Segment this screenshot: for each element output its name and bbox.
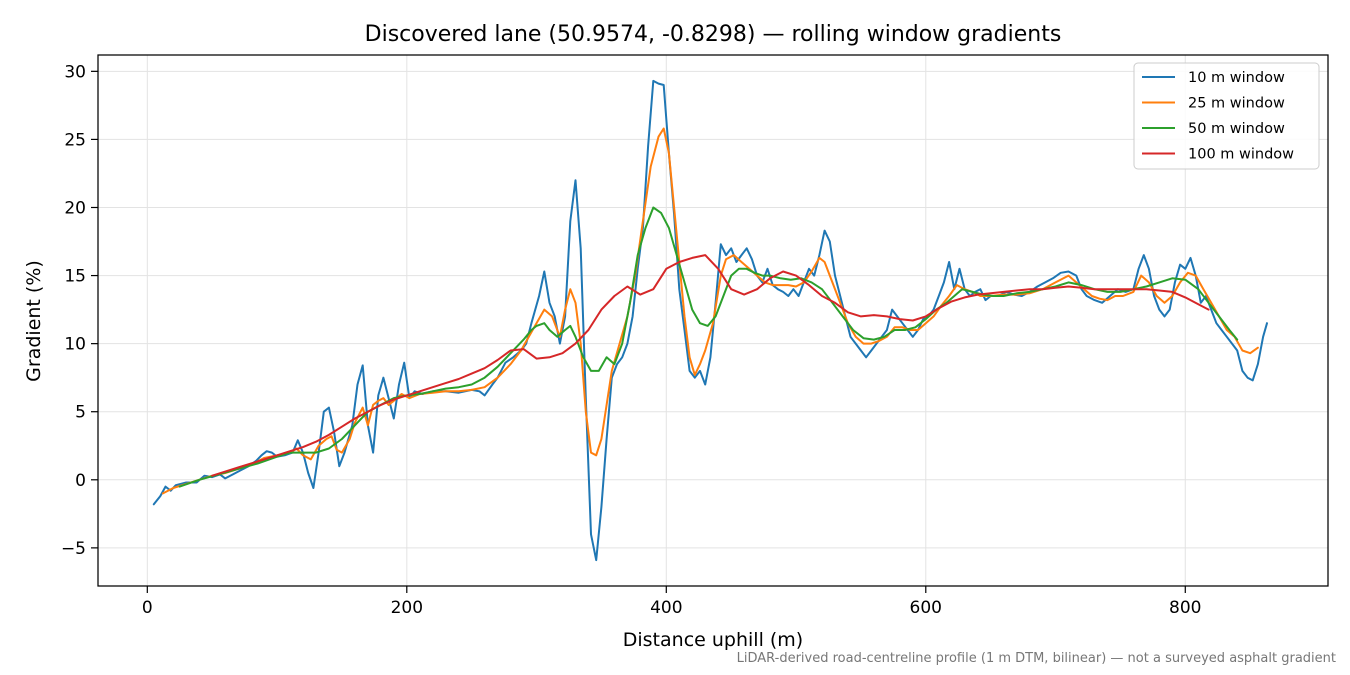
legend-label-25-m-window: 25 m window <box>1188 96 1285 112</box>
x-tick-label: 200 <box>391 598 423 618</box>
y-tick-label: 15 <box>64 267 86 287</box>
y-tick-label: 20 <box>64 198 86 218</box>
y-tick-label: 30 <box>64 62 86 82</box>
legend: 10 m window 25 m window 50 m window 100 m w… <box>1133 62 1320 170</box>
series-line-100-m-window <box>211 254 1210 477</box>
series-line-50-m-window <box>178 206 1239 488</box>
x-axis-label: Distance uphill (m) <box>623 629 803 651</box>
footnote-caption: LiDAR-derived road-centreline profile (1… <box>736 651 1336 666</box>
y-tick-label: 5 <box>75 403 86 423</box>
x-tick-label: 400 <box>650 598 682 618</box>
chart-title: Discovered lane (50.9574, -0.8298) — rol… <box>365 22 1062 47</box>
legend-label-100-m-window: 100 m window <box>1188 147 1294 163</box>
legend-box <box>1133 62 1320 170</box>
series-line-10-m-window <box>152 79 1268 562</box>
y-tick-label: −5 <box>61 539 86 559</box>
x-tick-label: 0 <box>142 598 153 618</box>
legend-label-50-m-window: 50 m window <box>1188 121 1285 137</box>
legend-label-10-m-window: 10 m window <box>1188 70 1285 86</box>
y-tick-label: 10 <box>64 335 86 355</box>
y-axis-label: Gradient (%) <box>23 260 45 382</box>
y-tick-label: 25 <box>64 130 86 150</box>
plot-frame <box>97 54 1329 587</box>
x-tick-label: 800 <box>1169 598 1201 618</box>
tick-layer: 0 200 400 600 800 −5 0 5 10 15 20 25 30 <box>61 62 1202 618</box>
x-tick-label: 600 <box>910 598 942 618</box>
series-layer <box>152 79 1268 562</box>
y-tick-label: 0 <box>75 471 86 491</box>
